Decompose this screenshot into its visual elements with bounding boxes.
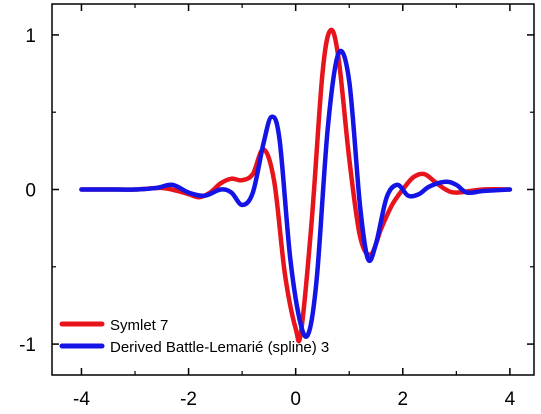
x-tick-label: -4	[73, 389, 90, 410]
x-tick-label: 2	[397, 389, 408, 410]
legend-label-battle-lemarie: Derived Battle-Lemarié (spline) 3	[110, 339, 329, 356]
series-line-battle-lemarie	[79, 48, 513, 339]
y-tick-label: -1	[19, 335, 36, 356]
series-lines	[79, 27, 513, 344]
axis-ticks	[52, 4, 534, 375]
y-tick-label: 0	[25, 181, 36, 202]
axis-tick-labels: -4 -2 0 2 4 -1 0 1	[19, 26, 516, 410]
x-tick-label: 4	[505, 389, 516, 410]
x-tick-label: -2	[180, 389, 197, 410]
legend-label-symlet-7: Symlet 7	[110, 317, 168, 334]
y-tick-label: 1	[25, 26, 36, 47]
x-tick-label: 0	[290, 389, 301, 410]
legend: Symlet 7 Derived Battle-Lemarié (spline)…	[59, 317, 329, 356]
